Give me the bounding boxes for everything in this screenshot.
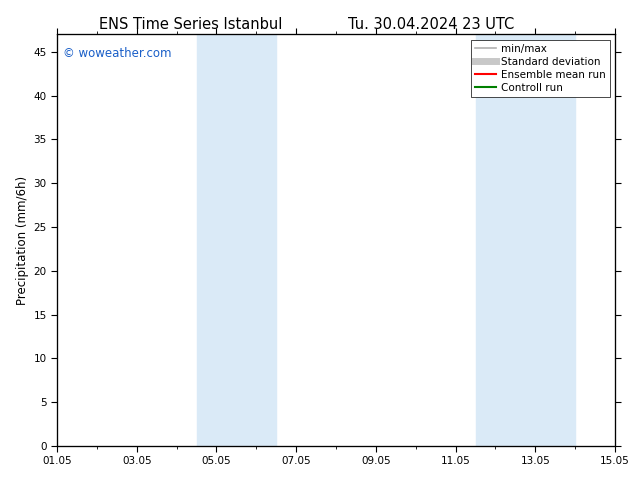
Bar — [197, 34, 276, 446]
Bar — [476, 34, 575, 446]
Legend: min/max, Standard deviation, Ensemble mean run, Controll run: min/max, Standard deviation, Ensemble me… — [470, 40, 610, 97]
Y-axis label: Precipitation (mm/6h): Precipitation (mm/6h) — [16, 175, 29, 305]
Text: ENS Time Series Istanbul: ENS Time Series Istanbul — [98, 17, 282, 32]
Text: Tu. 30.04.2024 23 UTC: Tu. 30.04.2024 23 UTC — [348, 17, 514, 32]
Text: © woweather.com: © woweather.com — [63, 47, 171, 60]
